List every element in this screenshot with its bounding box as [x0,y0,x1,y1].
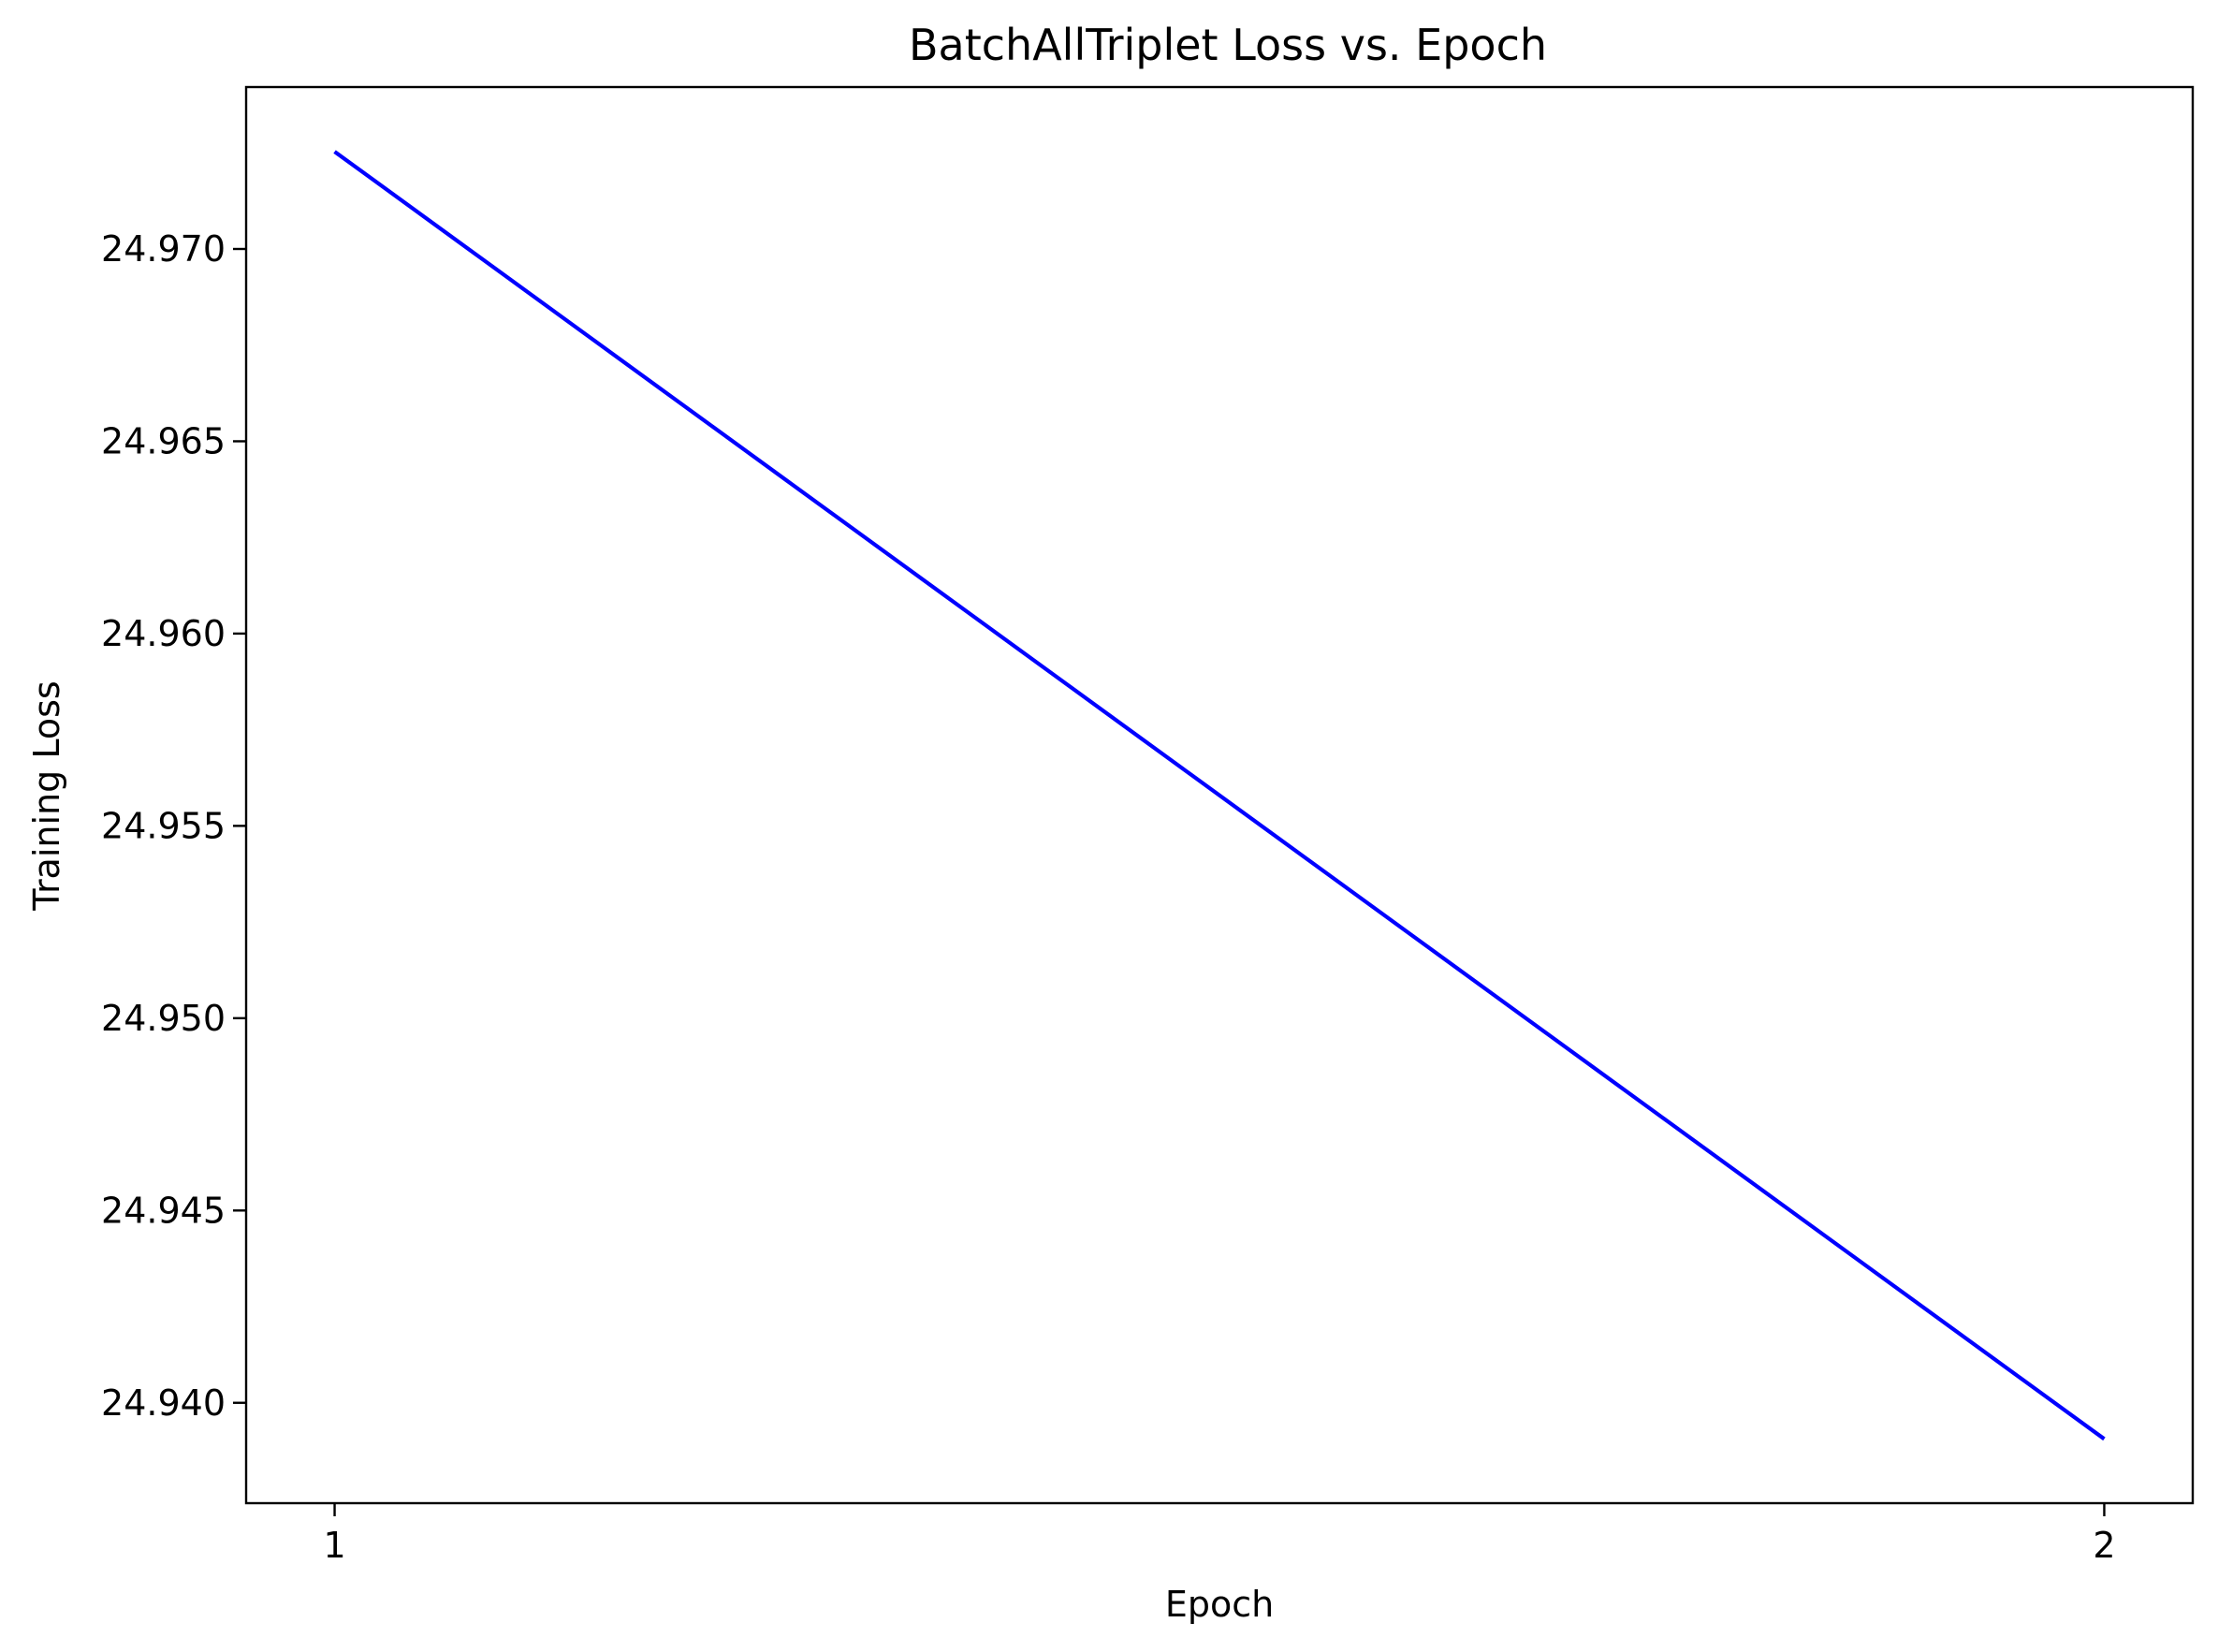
x-tick-label: 1 [323,1525,345,1566]
y-ticks: 24.940 24.945 24.950 24.955 24.960 24.965 24.9… [101,228,246,1424]
y-tick-label: 24.945 [101,1190,226,1231]
y-tick-label: 24.960 [101,613,226,654]
y-tick-label: 24.970 [101,228,226,270]
chart-title: BatchAllTriplet Loss vs. Epoch [909,20,1547,70]
y-tick-label: 24.965 [101,420,226,461]
x-tick-label: 2 [2093,1525,2115,1566]
plot-frame [244,85,2195,1505]
series-line-0 [333,150,2106,1441]
y-tick-label: 24.940 [101,1382,226,1424]
series-layer [333,150,2106,1441]
x-axis-label: Epoch [1165,1584,1274,1625]
y-tick-label: 24.950 [101,998,226,1039]
y-tick-label: 24.955 [101,805,226,846]
y-axis-label: Training Loss [26,680,67,911]
